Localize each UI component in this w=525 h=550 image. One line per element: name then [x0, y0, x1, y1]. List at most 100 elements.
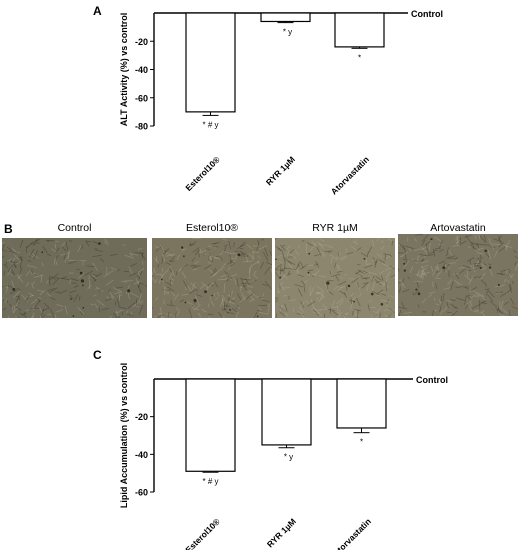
cell-texture: [281, 305, 286, 308]
cell-texture: [282, 287, 291, 289]
cell-texture: [496, 306, 500, 313]
cell-texture: [19, 258, 23, 269]
cell-texture: [314, 269, 320, 275]
cell-texture: [5, 298, 8, 304]
cell-texture: [7, 267, 12, 276]
cell-dot: [204, 290, 207, 294]
cell-texture: [171, 281, 173, 285]
cell-texture: [315, 260, 320, 268]
cell-texture: [318, 251, 321, 255]
cell-texture: [356, 281, 360, 289]
cell-texture: [3, 284, 8, 289]
cell-texture: [432, 266, 438, 276]
cell-dot: [380, 302, 384, 306]
cell-texture: [114, 301, 117, 306]
cell-texture: [221, 315, 225, 318]
cell-texture: [380, 245, 385, 251]
cell-texture: [16, 287, 21, 291]
cell-texture: [208, 253, 210, 260]
cell-texture: [258, 296, 264, 299]
cell-texture: [385, 299, 390, 305]
cell-texture: [213, 241, 221, 245]
cell-texture: [194, 295, 200, 305]
cell-texture: [340, 255, 348, 262]
cell-texture: [459, 268, 466, 275]
cell-texture: [16, 274, 24, 283]
cell-texture: [475, 243, 481, 246]
cell-texture: [446, 301, 449, 309]
cell-texture: [402, 288, 410, 293]
cell-texture: [162, 289, 171, 291]
cell-texture: [346, 251, 354, 255]
cell-texture: [458, 266, 466, 269]
cell-texture: [235, 311, 239, 318]
cell-texture: [245, 279, 249, 284]
cell-texture: [278, 260, 283, 264]
cell-texture: [96, 300, 105, 307]
cell-texture: [476, 252, 484, 255]
cell-texture: [248, 264, 253, 273]
cell-texture: [322, 304, 328, 309]
cell-texture: [294, 283, 303, 288]
cell-texture: [141, 252, 144, 259]
cell-texture: [306, 242, 314, 247]
cell-texture: [389, 265, 395, 270]
cell-texture: [207, 283, 210, 287]
cell-texture: [421, 239, 426, 247]
cell-texture: [221, 298, 228, 302]
cell-texture: [211, 256, 214, 263]
cell-texture: [32, 238, 39, 244]
cell-texture: [208, 268, 215, 275]
cell-texture: [98, 288, 102, 292]
cell-texture: [94, 247, 98, 250]
cell-texture: [453, 306, 458, 309]
cell-texture: [468, 299, 472, 305]
cell-texture: [428, 291, 436, 295]
cell-texture: [64, 254, 70, 263]
cell-texture: [210, 272, 218, 278]
cell-texture: [157, 262, 160, 268]
cell-texture: [453, 279, 460, 284]
cell-texture: [162, 268, 170, 276]
cell-texture: [177, 267, 182, 273]
cell-texture: [476, 309, 479, 313]
cell-texture: [164, 261, 171, 266]
cell-texture: [316, 291, 324, 296]
category-label-0: Esterol10®: [183, 154, 222, 193]
y-axis-label: ALT Activity (%) vs control: [119, 13, 129, 127]
cell-texture: [282, 244, 286, 247]
cell-texture: [124, 254, 135, 259]
cell-texture: [225, 277, 232, 281]
cell-texture: [485, 283, 487, 288]
cell-texture: [296, 270, 299, 275]
cell-texture: [452, 305, 459, 310]
cell-texture: [121, 280, 128, 283]
cell-texture: [473, 310, 479, 313]
y-tick-label: -20: [135, 412, 148, 422]
cell-texture: [25, 294, 35, 298]
cell-texture: [106, 295, 110, 300]
cell-texture: [112, 287, 122, 293]
cell-texture: [134, 252, 144, 254]
cell-texture: [480, 260, 485, 265]
cell-texture: [125, 310, 129, 314]
cell-texture: [439, 239, 443, 249]
cell-texture: [323, 313, 326, 318]
cell-texture: [67, 250, 70, 260]
cell-texture: [421, 259, 424, 263]
cell-texture: [402, 258, 406, 261]
cell-texture: [498, 245, 507, 253]
cell-texture: [301, 312, 305, 318]
cell-texture: [49, 276, 56, 280]
cell-texture: [285, 267, 295, 270]
cell-texture: [277, 247, 282, 252]
micrograph-label-control: Control: [57, 222, 92, 234]
cell-texture: [182, 248, 187, 251]
cell-dot: [256, 315, 259, 318]
cell-texture: [381, 263, 389, 267]
cell-texture: [10, 261, 19, 263]
cell-texture: [374, 258, 378, 265]
cell-texture: [50, 308, 55, 318]
cell-texture: [479, 272, 486, 281]
cell-texture: [197, 250, 207, 254]
